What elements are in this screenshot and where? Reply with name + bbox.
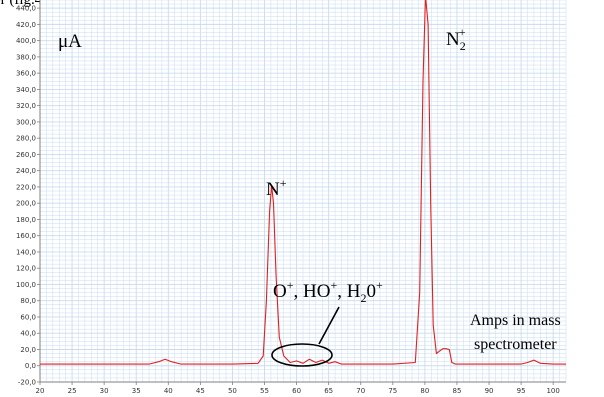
y-tick-label: 80,0 <box>20 297 36 305</box>
y-tick-label: 140,0 <box>16 248 36 256</box>
y-tick-label: 320,0 <box>16 102 36 110</box>
x-tick-label: 70 <box>356 387 365 395</box>
x-tick-label: 75 <box>388 387 397 395</box>
y-tick-label: 420,0 <box>16 21 36 29</box>
y-tick-label: 220,0 <box>16 183 36 191</box>
annotation-h2o-sup: + <box>376 278 383 292</box>
x-tick-labels: 20 25 30 35 40 45 50 55 60 65 70 75 80 85 90 95 100 <box>36 382 560 395</box>
y-tick-label: 200,0 <box>16 200 36 208</box>
x-tick-label: 95 <box>517 387 526 395</box>
annotation-n-plus: N+ <box>266 176 287 200</box>
caption-fragment: er (fig.4) <box>0 0 47 8</box>
y-tick-label: 280,0 <box>16 135 36 143</box>
y-tick-label: 260,0 <box>16 151 36 159</box>
amps-label-line1: Amps in mass <box>470 312 561 329</box>
axes <box>39 0 566 383</box>
annotation-h2o-zero: 0 <box>366 281 376 302</box>
x-tick-label: 50 <box>228 387 237 395</box>
annotation-n2-sup: + <box>459 25 466 39</box>
x-tick-label: 65 <box>324 387 333 395</box>
x-tick-label: 100 <box>546 387 559 395</box>
x-tick-label: 85 <box>452 387 461 395</box>
y-tick-label: 20,0 <box>20 346 36 354</box>
series-group <box>40 0 566 365</box>
unit-label: μA <box>58 31 82 52</box>
y-tick-label: 240,0 <box>16 167 36 175</box>
annotation-n-plus-base: N <box>266 179 280 200</box>
y-tick-label: 400,0 <box>16 37 36 45</box>
amps-label-line2: spectrometer <box>474 336 557 353</box>
annotation-ellipse <box>271 343 333 367</box>
annotation-n-plus-sup: + <box>280 176 287 190</box>
x-tick-label: 80 <box>420 387 429 395</box>
annotation-water-ions: O+, HO+, H20+ <box>273 278 383 305</box>
series-line-0 <box>40 0 566 365</box>
annotation-n2-base: N <box>446 29 460 50</box>
grid-lines <box>39 0 567 383</box>
y-tick-label: 340,0 <box>16 86 36 94</box>
y-tick-label: 120,0 <box>16 265 36 273</box>
x-tick-label: 60 <box>292 387 301 395</box>
x-tick-label: 20 <box>36 387 45 395</box>
x-tick-label: 35 <box>132 387 141 395</box>
y-tick-label: 180,0 <box>16 216 36 224</box>
y-tick-label: 60,0 <box>20 313 36 321</box>
y-tick-label: 160,0 <box>16 232 36 240</box>
y-tick-label: 100,0 <box>16 281 36 289</box>
x-tick-label: 25 <box>68 387 77 395</box>
annotation-n2-plus: N2+ <box>446 25 466 53</box>
annotation-ho-sup: + <box>330 278 337 292</box>
y-tick-label: 440,0 <box>16 5 36 13</box>
x-tick-label: 55 <box>260 387 269 395</box>
annotation-pointer-line <box>318 306 340 345</box>
y-tick-label: 40,0 <box>20 330 36 338</box>
y-tick-label: 360,0 <box>16 70 36 78</box>
annotation-n2-sub: 2 <box>460 39 466 53</box>
y-tick-label: 380,0 <box>16 53 36 61</box>
x-tick-label: 40 <box>164 387 173 395</box>
annotation-sep1: , HO <box>294 281 331 302</box>
x-tick-label: 45 <box>196 387 205 395</box>
y-tick-label: 0,0 <box>25 362 36 370</box>
x-tick-label: 90 <box>485 387 494 395</box>
annotation-o-base: O <box>273 281 287 302</box>
x-tick-label: 30 <box>100 387 109 395</box>
y-tick-label: 300,0 <box>16 118 36 126</box>
annotation-sep2: , H <box>337 281 361 302</box>
y-tick-label: -20,0 <box>18 379 36 387</box>
y-tick-labels: -20,0 0,0 20,0 40,0 60,0 80,0 100,0 120,0 140,0 1… <box>16 5 40 387</box>
annotation-h2o-sub: 2 <box>360 291 366 305</box>
annotation-o-sup: + <box>287 278 294 292</box>
